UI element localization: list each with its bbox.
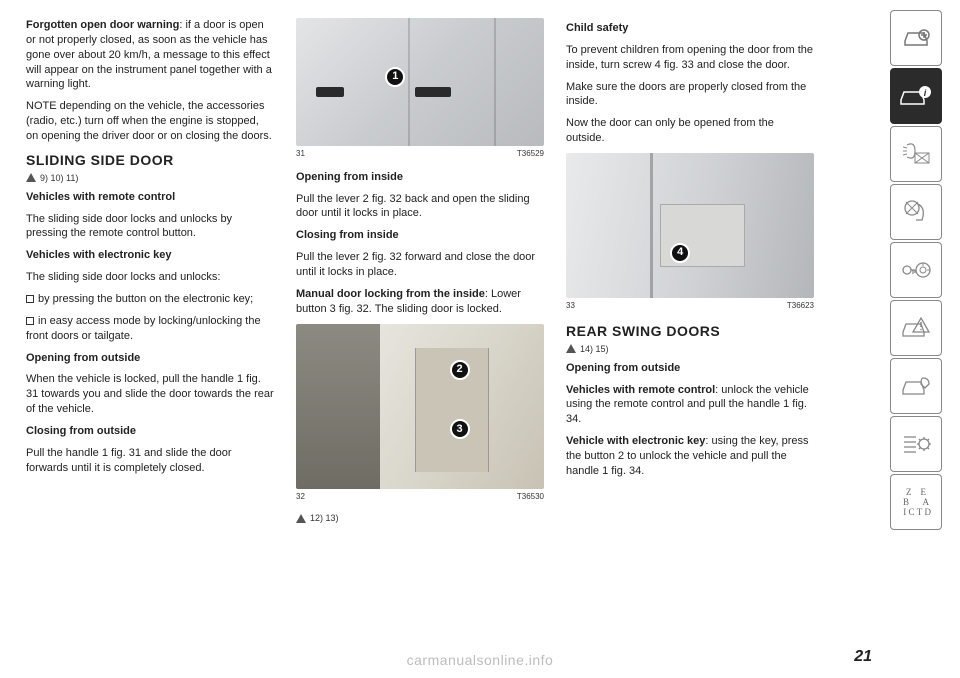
watermark-text: carmanualsonline.info: [0, 651, 960, 670]
tab-service-icon[interactable]: [890, 358, 942, 414]
note-para: NOTE depending on the vehicle, the acces…: [26, 99, 274, 144]
rear-elec-bold: Vehicle with electronic key: [566, 435, 705, 447]
bullet-2: in easy access mode by locking/unlocking…: [26, 314, 274, 344]
tab-key-icon[interactable]: [890, 242, 942, 298]
close-inside-heading: Closing from inside: [296, 228, 544, 243]
fig32-number: 32: [296, 492, 305, 503]
warning-refs-1-text: 9) 10) 11): [40, 172, 78, 184]
forgotten-bold: Forgotten open door warning: [26, 19, 179, 31]
warning-refs-3-text: 14) 15): [580, 343, 609, 355]
vehicles-electronic-text: The sliding side door locks and unlocks:: [26, 270, 274, 285]
child-safety-t3: Now the door can only be opened from the…: [566, 116, 814, 146]
figure-33-caption: 33 T36623: [566, 301, 814, 312]
rear-swing-doors-heading: REAR SWING DOORS: [566, 322, 814, 341]
rear-remote-bold: Vehicles with remote control: [566, 384, 715, 396]
child-safety-t1: To prevent children from opening the doo…: [566, 43, 814, 73]
tab-warning-icon[interactable]: [890, 300, 942, 356]
open-inside-text: Pull the lever 2 fig. 32 back and open t…: [296, 192, 544, 222]
callout-2: 2: [450, 360, 470, 380]
square-bullet-icon: [26, 295, 34, 303]
index-letters: Z EB A I C T D: [901, 487, 931, 517]
open-outside-text: When the vehicle is locked, pull the han…: [26, 372, 274, 417]
manual-lock-bold: Manual door locking from the inside: [296, 288, 485, 300]
figure-31-caption: 31 T36529: [296, 149, 544, 160]
forgotten-warning-para: Forgotten open door warning: if a door i…: [26, 18, 274, 92]
column-3: Child safety To prevent children from op…: [566, 18, 814, 630]
tab-info-icon[interactable]: i: [890, 68, 942, 124]
close-outside-heading: Closing from outside: [26, 424, 274, 439]
tab-lights-icon[interactable]: [890, 126, 942, 182]
tab-airbag-icon[interactable]: [890, 184, 942, 240]
warning-refs-3: 14) 15): [566, 343, 814, 355]
figure-32-image: 2 3: [296, 324, 544, 489]
section-tabs-sidebar: i Z EB A I C T D: [890, 10, 942, 530]
bullet-1-text: by pressing the button on the electronic…: [38, 293, 253, 305]
page-content: Forgotten open door warning: if a door i…: [0, 0, 960, 630]
warning-refs-1: 9) 10) 11): [26, 172, 274, 184]
warning-triangle-icon: [26, 173, 36, 182]
sliding-side-door-heading: SLIDING SIDE DOOR: [26, 151, 274, 170]
child-safety-t2: Make sure the doors are properly closed …: [566, 80, 814, 110]
fig31-number: 31: [296, 149, 305, 160]
rear-open-outside-heading: Opening from outside: [566, 361, 814, 376]
fig32-code: T36530: [517, 492, 544, 503]
manual-lock-para: Manual door locking from the inside: Low…: [296, 287, 544, 317]
bullet-1: by pressing the button on the electronic…: [26, 292, 274, 307]
vehicles-remote-heading: Vehicles with remote control: [26, 190, 274, 205]
column-1: Forgotten open door warning: if a door i…: [26, 18, 274, 630]
figure-33-image: 4: [566, 153, 814, 298]
fig31-code: T36529: [517, 149, 544, 160]
warning-refs-2: 12) 13): [296, 512, 544, 524]
rear-remote-para: Vehicles with remote control: unlock the…: [566, 383, 814, 428]
open-outside-heading: Opening from outside: [26, 351, 274, 366]
close-inside-text: Pull the lever 2 fig. 32 forward and clo…: [296, 250, 544, 280]
column-2: 1 31 T36529 Opening from inside Pull the…: [296, 18, 544, 630]
warning-refs-2-text: 12) 13): [310, 512, 339, 524]
figure-32-caption: 32 T36530: [296, 492, 544, 503]
tab-vehicle-icon[interactable]: [890, 10, 942, 66]
square-bullet-icon: [26, 317, 34, 325]
close-outside-text: Pull the handle 1 fig. 31 and slide the …: [26, 446, 274, 476]
warning-triangle-icon: [566, 344, 576, 353]
vehicles-remote-text: The sliding side door locks and unlocks …: [26, 212, 274, 242]
fig33-number: 33: [566, 301, 575, 312]
vehicles-electronic-heading: Vehicles with electronic key: [26, 248, 274, 263]
fig33-code: T36623: [787, 301, 814, 312]
bullet-2-text: in easy access mode by locking/unlocking…: [26, 315, 261, 342]
callout-4: 4: [670, 243, 690, 263]
callout-3: 3: [450, 419, 470, 439]
child-safety-heading: Child safety: [566, 21, 814, 36]
tab-settings-icon[interactable]: [890, 416, 942, 472]
open-inside-heading: Opening from inside: [296, 170, 544, 185]
warning-triangle-icon: [296, 514, 306, 523]
callout-1: 1: [385, 67, 405, 87]
rear-elec-para: Vehicle with electronic key: using the k…: [566, 434, 814, 479]
tab-index-icon[interactable]: Z EB A I C T D: [890, 474, 942, 530]
figure-31-image: 1: [296, 18, 544, 146]
